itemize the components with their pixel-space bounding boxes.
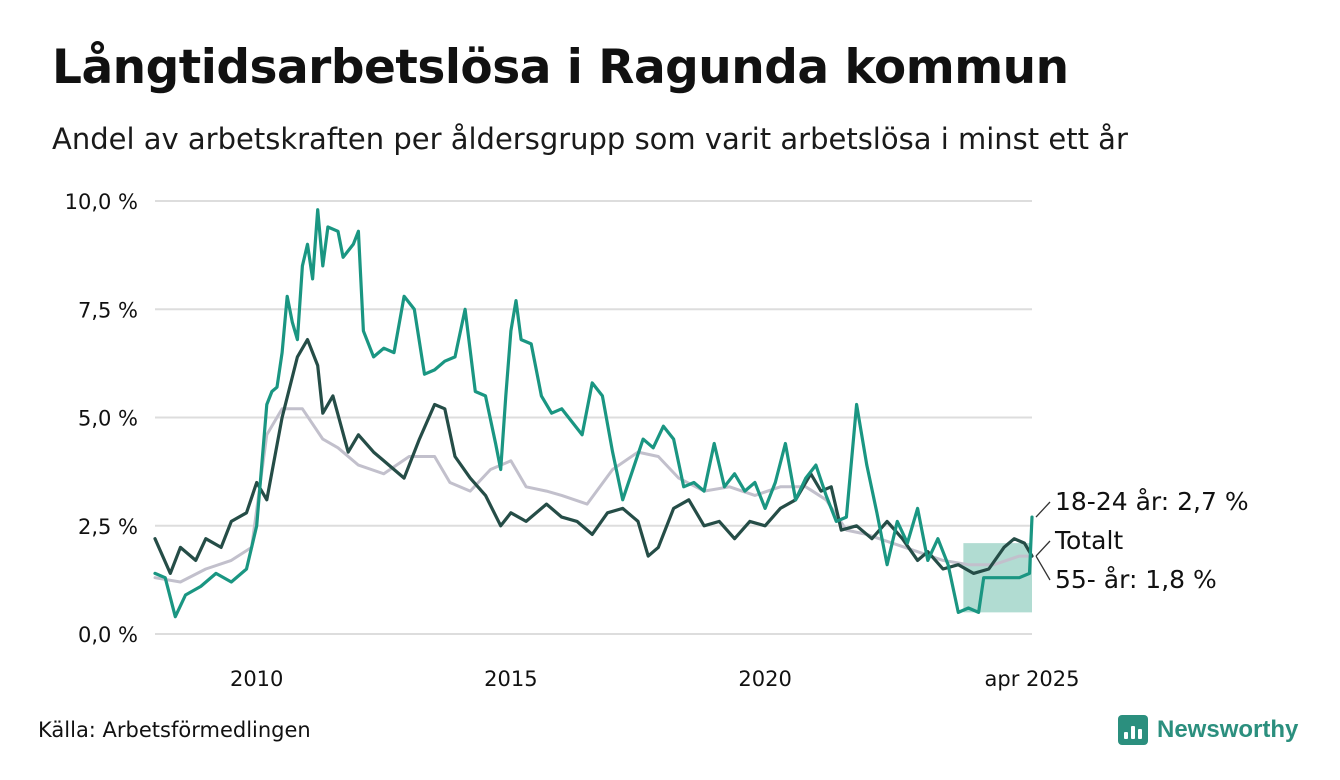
x-axis-labels: 2010 2015 2020 apr 2025 — [230, 667, 1080, 691]
y-axis-labels: 0,0 % 2,5 % 5,0 % 7,5 % 10,0 % — [65, 190, 138, 647]
end-label-total: Totalt — [1054, 526, 1123, 555]
source-note: Källa: Arbetsförmedlingen — [38, 718, 311, 742]
leader-line-total — [1035, 540, 1051, 557]
series-end-labels: Totalt 55- år: 1,8 % 18-24 år: 2,7 % — [1035, 487, 1249, 594]
y-tick-label: 2,5 % — [78, 515, 138, 539]
y-tick-label: 10,0 % — [65, 190, 138, 214]
series-line-total — [153, 407, 1034, 584]
end-label-old: 55- år: 1,8 % — [1055, 565, 1217, 594]
leader-line-old — [1035, 555, 1051, 581]
logo-text: Newsworthy — [1157, 716, 1299, 743]
x-tick-label: 2020 — [738, 667, 791, 691]
y-tick-label: 7,5 % — [78, 298, 138, 322]
logo-icon — [1118, 715, 1148, 745]
x-tick-label: apr 2025 — [985, 667, 1080, 691]
series-line-old — [153, 338, 1034, 576]
y-tick-label: 5,0 % — [78, 407, 138, 431]
leader-line-youth — [1035, 501, 1051, 518]
chart-subtitle: Andel av arbetskraften per åldersgrupp s… — [52, 122, 1128, 156]
y-tick-label: 0,0 % — [78, 623, 138, 647]
end-label-youth: 18-24 år: 2,7 % — [1055, 487, 1249, 516]
series-lines — [153, 208, 1034, 619]
grid-lines — [155, 200, 1032, 635]
x-tick-label: 2015 — [484, 667, 537, 691]
chart-title: Långtidsarbetslösa i Ragunda kommun — [52, 40, 1069, 95]
series-line-youth — [153, 208, 1034, 619]
newsworthy-logo[interactable]: Newsworthy — [1118, 712, 1298, 748]
x-tick-label: 2010 — [230, 667, 283, 691]
